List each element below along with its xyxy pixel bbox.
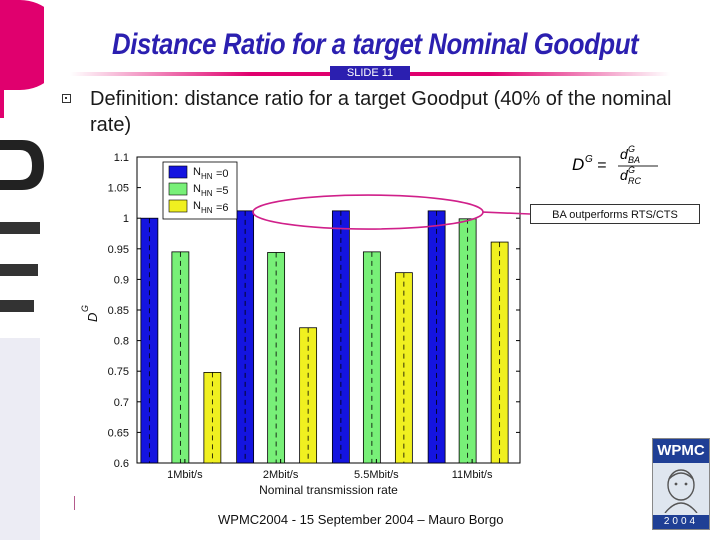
- x-axis-label: Nominal transmission rate: [259, 483, 398, 497]
- legend-swatch: [168, 182, 188, 196]
- legend-label-sub: HN: [201, 172, 213, 181]
- y-tick-label: 1.05: [108, 183, 129, 195]
- footer-text: WPMC2004 - 15 September 2004 – Mauro Bor…: [218, 512, 504, 527]
- y-tick-label: 0.65: [108, 427, 129, 439]
- legend-label-name: N: [193, 166, 201, 178]
- y-axis-label: D: [85, 313, 100, 322]
- formula-lhs-sup: G: [585, 154, 593, 165]
- formula-lhs: D: [572, 155, 584, 174]
- x-tick-label: 1Mbit/s: [167, 469, 203, 481]
- formula-den: d: [620, 167, 629, 183]
- formula-num: d: [620, 146, 629, 162]
- y-tick-label: 0.7: [114, 397, 129, 409]
- y-tick-label: 0.85: [108, 305, 129, 317]
- legend-label-name: N: [193, 183, 201, 195]
- legend-label-sub: HN: [201, 206, 213, 215]
- legend-label-value: =5: [216, 185, 229, 197]
- legend-label-value: =0: [216, 168, 229, 180]
- formula: D G = d G BA d G RC: [568, 142, 668, 191]
- definition-text: Definition: distance ratio for a target …: [90, 88, 672, 136]
- callout-connector: [482, 211, 531, 215]
- legend-swatch: [168, 165, 188, 179]
- bullet-icon: [62, 94, 71, 103]
- y-tick-label: 0.75: [108, 366, 129, 378]
- slide-number-label: SLIDE 11: [330, 66, 410, 80]
- x-tick-label: 11Mbit/s: [452, 469, 493, 481]
- logo-bottom-text: 2004: [653, 515, 709, 529]
- legend-label-sub: HN: [201, 189, 213, 198]
- callout-box: BA outperforms RTS/CTS: [530, 204, 700, 224]
- y-axis-label-sup: G: [80, 305, 90, 312]
- y-tick-label: 1.1: [114, 152, 129, 164]
- legend-label-name: N: [193, 200, 201, 212]
- legend-label-value: =6: [216, 202, 229, 214]
- y-tick-label: 0.6: [114, 458, 129, 470]
- logo-portrait-icon: [664, 469, 698, 513]
- wpmc-logo: WPMC 2004: [652, 438, 710, 530]
- svg-text:=: =: [597, 157, 606, 174]
- formula-graphic: D G = d G BA d G RC: [572, 144, 658, 186]
- formula-den-sup: G: [628, 165, 635, 175]
- x-tick-label: 5.5Mbit/s: [354, 469, 399, 481]
- footer-divider: [74, 496, 75, 510]
- y-tick-label: 1: [123, 213, 129, 225]
- formula-den-sub: RC: [628, 176, 641, 186]
- legend-swatch: [168, 199, 188, 213]
- y-tick-label: 0.9: [114, 274, 129, 286]
- x-tick-label: 2Mbit/s: [263, 469, 299, 481]
- left-decoration: [0, 0, 44, 540]
- y-tick-label: 0.95: [108, 244, 129, 256]
- formula-num-sub: BA: [628, 155, 640, 165]
- page-title: Distance Ratio for a target Nominal Good…: [112, 28, 639, 61]
- y-tick-label: 0.8: [114, 336, 129, 348]
- logo-top-text: WPMC: [653, 439, 709, 463]
- formula-num-sup: G: [628, 144, 635, 154]
